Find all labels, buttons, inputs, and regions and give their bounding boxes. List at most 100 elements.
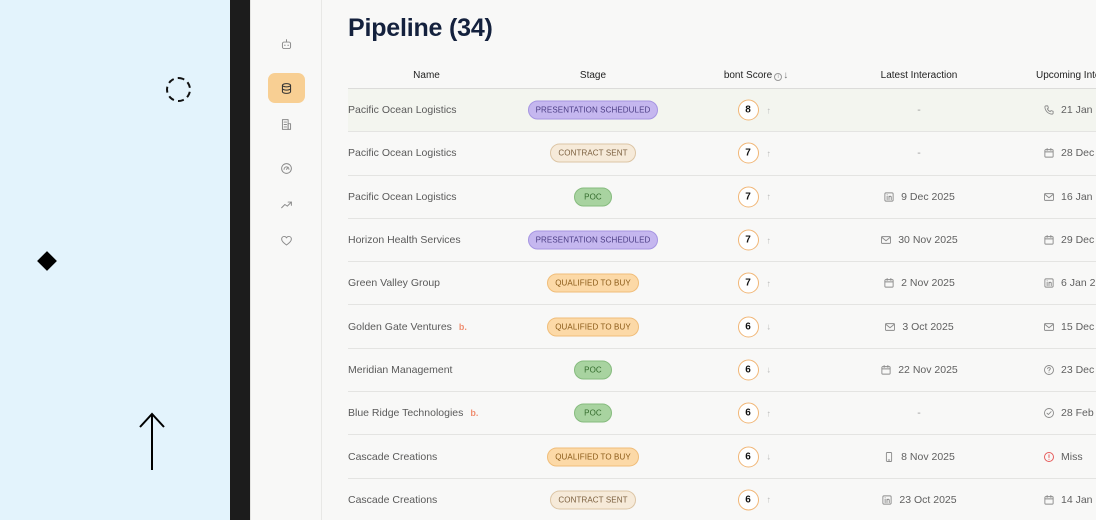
stage-cell: PRESENTATION SCHEDULED (505, 230, 681, 250)
trend-up-icon: ↑ (766, 235, 772, 246)
latest-interaction-cell: 2 Nov 2025 (831, 277, 1007, 289)
column-header-stage[interactable]: Stage (505, 70, 681, 81)
check-circle-icon (1044, 408, 1054, 419)
mail-icon (881, 236, 892, 244)
upcoming-interaction-value: 6 Jan 2 (1061, 277, 1096, 290)
upcoming-interaction-value: 23 Dec (1061, 363, 1095, 376)
info-icon[interactable]: i (774, 73, 783, 81)
nav-item-heart[interactable] (268, 225, 305, 255)
help-circle-icon (1044, 364, 1054, 375)
arrow-up-icon (139, 412, 165, 470)
company-name-cell[interactable]: Blue Ridge Technologies b. (348, 407, 478, 419)
company-name-cell[interactable]: Horizon Health Services (348, 234, 461, 246)
stage-badge[interactable]: CONTRACT SENT (550, 490, 636, 510)
upcoming-interaction-cell[interactable]: 6 Jan 2 (1043, 277, 1095, 289)
upcoming-interaction-cell[interactable]: 23 Dec (1043, 364, 1094, 376)
calendar-icon (1044, 148, 1054, 159)
column-header-upcoming-label: Upcoming Inte (1036, 70, 1096, 81)
trend-up-icon: ↑ (766, 191, 772, 202)
upcoming-interaction-cell[interactable]: Miss (1043, 451, 1083, 463)
score-badge: 6 (737, 402, 759, 424)
upcoming-interaction-cell[interactable]: 21 Jan (1043, 104, 1093, 116)
company-name-cell[interactable]: Meridian Management (348, 364, 452, 376)
nav-rail (251, 0, 322, 520)
nav-item-bot[interactable] (268, 29, 305, 59)
linkedin-icon (882, 495, 892, 505)
stage-badge[interactable]: PRESENTATION SCHEDULED (527, 100, 659, 120)
column-header-name[interactable]: Name (348, 70, 505, 81)
stage-badge[interactable]: QUALIFIED TO BUY (547, 317, 639, 337)
stage-badge[interactable]: QUALIFIED TO BUY (547, 447, 639, 467)
upcoming-interaction-cell[interactable]: 15 Dec (1043, 321, 1094, 333)
gauge-icon (281, 162, 292, 174)
stage-badge[interactable]: PRESENTATION SCHEDULED (527, 230, 659, 250)
upcoming-interaction-cell[interactable]: 28 Dec (1043, 147, 1094, 159)
score-badge: 6 (737, 359, 759, 381)
stage-cell: POC (505, 360, 681, 380)
table-row[interactable]: Green Valley Group QUALIFIED TO BUY 7 ↑ 2 No… (348, 262, 1096, 306)
score-badge: 7 (737, 272, 759, 294)
company-name-cell[interactable]: Pacific Ocean Logistics (348, 147, 457, 159)
nav-item-gauge[interactable] (268, 153, 305, 183)
table-row[interactable]: Cascade Creations CONTRACT SENT 6 ↑ 23 Oct 2… (348, 479, 1096, 520)
nav-item-trending-up[interactable] (268, 189, 305, 219)
table-row[interactable]: Pacific Ocean Logistics PRESENTATION SCHE… (348, 89, 1096, 133)
trend-up-icon: ↑ (766, 105, 772, 116)
stage-badge[interactable]: CONTRACT SENT (550, 143, 636, 163)
company-name-cell[interactable]: Pacific Ocean Logistics (348, 191, 457, 203)
stage-cell: POC (505, 403, 681, 423)
table-row[interactable]: Meridian Management POC 6 ↓ 22 Nov 2025 23 De… (348, 349, 1096, 393)
upcoming-interaction-cell[interactable]: 16 Jan (1043, 191, 1093, 203)
stage-cell: POC (505, 187, 681, 207)
score-badge: 7 (737, 142, 759, 164)
upcoming-interaction-cell[interactable]: 14 Jan (1043, 494, 1093, 506)
column-header-latest-interaction[interactable]: Latest Interaction (831, 70, 1007, 81)
company-name-cell[interactable]: Pacific Ocean Logistics (348, 104, 457, 116)
upcoming-interaction-cell[interactable]: 29 Dec (1043, 234, 1094, 246)
alert-circle-icon (1044, 451, 1054, 462)
phone-icon (1044, 105, 1054, 115)
stage-cell: CONTRACT SENT (505, 143, 681, 163)
nav-item-database[interactable] (268, 73, 305, 103)
stage-badge[interactable]: POC (574, 403, 612, 423)
mail-icon (885, 322, 896, 331)
stage-cell: QUALIFIED TO BUY (505, 273, 681, 293)
calendar-icon (1044, 494, 1054, 505)
stage-badge[interactable]: POC (574, 360, 612, 380)
score-cell: 6 ↓ (681, 446, 831, 468)
column-header-score[interactable]: bont Score i ↓ (681, 70, 831, 81)
upcoming-interaction-cell[interactable]: 28 Feb (1043, 407, 1094, 419)
stage-badge[interactable]: QUALIFIED TO BUY (547, 273, 639, 293)
latest-interaction-cell: 22 Nov 2025 (831, 364, 1007, 376)
stage-badge[interactable]: POC (574, 187, 612, 207)
table-row[interactable]: Horizon Health Services PRESENTATION SCHE… (348, 219, 1096, 263)
latest-interaction-value: 2 Nov 2025 (901, 277, 955, 290)
window-frame (230, 0, 250, 520)
calendar-icon (1044, 235, 1054, 245)
table-row[interactable]: Pacific Ocean Logistics POC 7 ↑ 9 Dec 2025 16… (348, 176, 1096, 219)
table-row[interactable]: Golden Gate Ventures b. QUALIFIED TO BUY 6 ↓… (348, 305, 1096, 349)
company-name-cell[interactable]: Golden Gate Ventures b. (348, 321, 467, 333)
latest-interaction-value: 9 Dec 2025 (901, 190, 955, 203)
score-badge: 6 (737, 489, 759, 511)
nav-item-building[interactable] (268, 109, 305, 139)
company-name: Meridian Management (348, 363, 453, 376)
latest-interaction-value: - (917, 104, 921, 117)
table-row[interactable]: Cascade Creations QUALIFIED TO BUY 6 ↓ 8 Nov… (348, 435, 1096, 479)
table-body: Pacific Ocean Logistics PRESENTATION SCHE… (348, 89, 1096, 520)
table-row[interactable]: Blue Ridge Technologies b. POC 6 ↑ -28 Feb (348, 392, 1096, 436)
company-name-cell[interactable]: Cascade Creations (348, 494, 437, 506)
table-row[interactable]: Pacific Ocean Logistics CONTRACT SENT 7 ↑ -2… (348, 132, 1096, 176)
column-header-score-label: bont Score (723, 70, 773, 81)
company-name: Pacific Ocean Logistics (348, 104, 457, 117)
sort-down-icon[interactable]: ↓ (783, 70, 789, 81)
column-header-upcoming-interaction[interactable]: Upcoming Inte (1036, 70, 1096, 81)
score-badge: 6 (737, 446, 759, 468)
score-badge: 7 (737, 186, 759, 208)
company-name-cell[interactable]: Green Valley Group (348, 277, 440, 289)
score-cell: 7 ↑ (681, 186, 831, 208)
latest-interaction-value: 3 Oct 2025 (902, 320, 954, 333)
company-name: Horizon Health Services (348, 234, 461, 247)
score-badge: 8 (737, 99, 759, 121)
company-name-cell[interactable]: Cascade Creations (348, 451, 437, 463)
